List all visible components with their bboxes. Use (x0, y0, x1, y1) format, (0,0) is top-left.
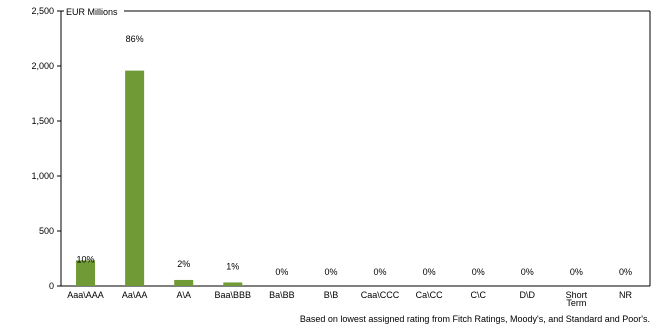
x-tick-label: Baa\BBB (215, 290, 252, 300)
data-label: 0% (324, 267, 337, 277)
y-tick-label: 2,000 (31, 61, 54, 71)
x-tick-label: Ca\CC (416, 290, 444, 300)
plot-frame (60, 10, 651, 287)
data-label: 0% (423, 267, 436, 277)
y-tick-label: 1,000 (31, 171, 54, 181)
bar (174, 279, 194, 286)
y-tick-label: 1,500 (31, 116, 54, 126)
footnote: Based on lowest assigned rating from Fit… (300, 314, 650, 324)
data-label: 86% (126, 34, 144, 44)
bar (223, 282, 243, 286)
data-label: 0% (374, 267, 387, 277)
x-tick-label: Aa\AA (122, 290, 148, 300)
x-tick-label: Short (566, 290, 588, 300)
x-tick-label: C\C (470, 290, 486, 300)
data-label: 2% (177, 259, 190, 269)
x-axis: Aaa\AAA Aa\AA A\A Baa\BBB Ba\BB B\B Caa\CCC Ca\… (67, 290, 632, 308)
y-tick-label: 500 (39, 226, 54, 236)
x-tick-label: Aaa\AAA (67, 290, 104, 300)
y-tick-label: 2,500 (31, 6, 54, 16)
data-label: 0% (521, 267, 534, 277)
data-label: 0% (570, 267, 583, 277)
data-label: 10% (77, 254, 95, 264)
y-tick-label: 0 (49, 281, 54, 291)
bars (76, 70, 243, 287)
y-axis: 0 500 1,000 1,500 2,000 2,500 (31, 6, 61, 291)
x-tick-label: A\A (176, 290, 191, 300)
data-label: 0% (619, 267, 632, 277)
x-tick-label: NR (619, 290, 632, 300)
x-tick-label: B\B (324, 290, 339, 300)
data-label: 0% (275, 267, 288, 277)
data-label: 1% (226, 261, 239, 271)
x-tick-label: Caa\CCC (361, 290, 400, 300)
x-tick-label: Ba\BB (269, 290, 295, 300)
x-tick-label: Term (566, 298, 586, 308)
data-label: 0% (472, 267, 485, 277)
bar (76, 260, 96, 286)
unit-label: EUR Millions (66, 7, 118, 17)
bar (125, 70, 145, 287)
data-labels: 10% 86% 2% 1% 0% 0% 0% 0% 0% 0% 0% 0% (77, 34, 632, 277)
x-tick-label: D\D (520, 290, 536, 300)
